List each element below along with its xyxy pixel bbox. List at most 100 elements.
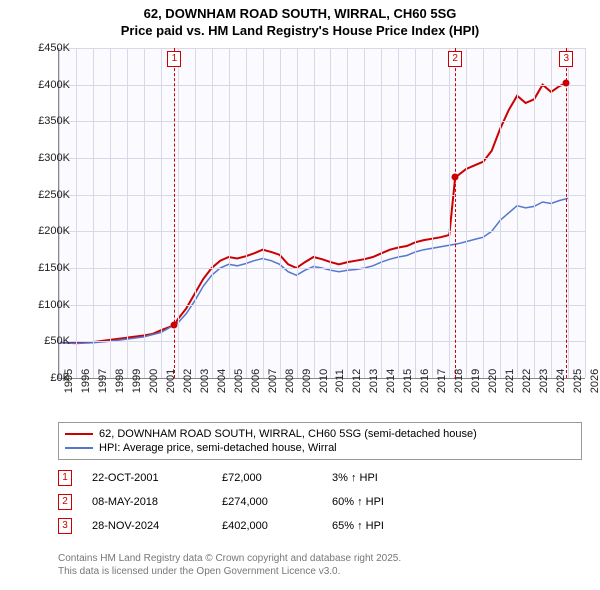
gridline-h xyxy=(59,48,585,49)
sale-price: £274,000 xyxy=(222,496,312,508)
gridline-h xyxy=(59,231,585,232)
gridline-v xyxy=(246,48,247,378)
sale-price: £402,000 xyxy=(222,520,312,532)
legend-swatch xyxy=(65,447,93,449)
gridline-v xyxy=(110,48,111,378)
gridline-v xyxy=(500,48,501,378)
legend-label: HPI: Average price, semi-detached house,… xyxy=(99,442,337,454)
x-axis-label: 2019 xyxy=(470,369,482,393)
attribution-line: This data is licensed under the Open Gov… xyxy=(58,565,582,578)
y-axis-label: £150K xyxy=(20,262,70,274)
gridline-v xyxy=(178,48,179,378)
x-axis-label: 2017 xyxy=(436,369,448,393)
plot-area: 1995199619971998199920002001200220032004… xyxy=(58,48,585,379)
sale-marker-line xyxy=(566,48,567,378)
sale-hpi-delta: 60% ↑ HPI xyxy=(332,496,422,508)
gridline-v xyxy=(364,48,365,378)
attribution: Contains HM Land Registry data © Crown c… xyxy=(58,552,582,578)
x-axis-label: 1996 xyxy=(80,369,92,393)
y-axis-label: £100K xyxy=(20,299,70,311)
legend: 62, DOWNHAM ROAD SOUTH, WIRRAL, CH60 5SG… xyxy=(58,422,582,460)
chart-container: 62, DOWNHAM ROAD SOUTH, WIRRAL, CH60 5SG… xyxy=(0,0,600,590)
x-axis-label: 2002 xyxy=(182,369,194,393)
x-axis-label: 2013 xyxy=(368,369,380,393)
gridline-v xyxy=(76,48,77,378)
gridline-v xyxy=(585,48,586,378)
sale-price: £72,000 xyxy=(222,472,312,484)
gridline-v xyxy=(59,48,60,378)
sale-marker-dot xyxy=(171,322,178,329)
x-axis-label: 2008 xyxy=(284,369,296,393)
title-line-2: Price paid vs. HM Land Registry's House … xyxy=(0,23,600,40)
sale-date: 08-MAY-2018 xyxy=(92,496,202,508)
sale-hpi-delta: 3% ↑ HPI xyxy=(332,472,422,484)
x-axis-label: 1998 xyxy=(114,369,126,393)
x-axis-label: 2026 xyxy=(589,369,600,393)
gridline-v xyxy=(551,48,552,378)
gridline-v xyxy=(398,48,399,378)
sale-detail-row: 1 22-OCT-2001 £72,000 3% ↑ HPI xyxy=(58,466,582,490)
sale-marker-dot xyxy=(563,80,570,87)
y-axis-label: £0K xyxy=(20,372,70,384)
y-axis-label: £300K xyxy=(20,152,70,164)
gridline-v xyxy=(483,48,484,378)
gridline-v xyxy=(466,48,467,378)
line-series-svg xyxy=(59,48,585,378)
sale-date: 28-NOV-2024 xyxy=(92,520,202,532)
x-axis-label: 2000 xyxy=(148,369,160,393)
gridline-v xyxy=(568,48,569,378)
gridline-v xyxy=(229,48,230,378)
gridline-h xyxy=(59,85,585,86)
gridline-v xyxy=(517,48,518,378)
y-axis-label: £350K xyxy=(20,115,70,127)
x-axis-label: 2004 xyxy=(216,369,228,393)
x-axis-label: 2011 xyxy=(334,369,346,393)
gridline-v xyxy=(415,48,416,378)
gridline-h xyxy=(59,341,585,342)
gridline-v xyxy=(212,48,213,378)
sale-marker-dot xyxy=(452,174,459,181)
gridline-v xyxy=(449,48,450,378)
gridline-h xyxy=(59,268,585,269)
x-axis-label: 2006 xyxy=(250,369,262,393)
y-axis-label: £450K xyxy=(20,42,70,54)
legend-label: 62, DOWNHAM ROAD SOUTH, WIRRAL, CH60 5SG… xyxy=(99,428,477,440)
gridline-v xyxy=(93,48,94,378)
gridline-v xyxy=(314,48,315,378)
sale-marker-ref: 1 xyxy=(58,470,72,486)
marker-details-table: 1 22-OCT-2001 £72,000 3% ↑ HPI 2 08-MAY-2018 £… xyxy=(58,466,582,538)
y-axis-label: £400K xyxy=(20,79,70,91)
gridline-v xyxy=(144,48,145,378)
gridline-v xyxy=(280,48,281,378)
sale-detail-row: 3 28-NOV-2024 £402,000 65% ↑ HPI xyxy=(58,514,582,538)
sale-marker-box: 3 xyxy=(559,51,573,67)
gridline-v xyxy=(381,48,382,378)
gridline-h xyxy=(59,158,585,159)
x-axis-label: 2016 xyxy=(419,369,431,393)
sale-date: 22-OCT-2001 xyxy=(92,472,202,484)
sale-marker-ref: 2 xyxy=(58,494,72,510)
gridline-v xyxy=(161,48,162,378)
x-axis-label: 2010 xyxy=(318,369,330,393)
x-axis-label: 2025 xyxy=(572,369,584,393)
gridline-h xyxy=(59,195,585,196)
sale-detail-row: 2 08-MAY-2018 £274,000 60% ↑ HPI xyxy=(58,490,582,514)
x-axis-label: 2012 xyxy=(351,369,363,393)
x-axis-label: 1997 xyxy=(97,369,109,393)
x-axis-label: 2005 xyxy=(233,369,245,393)
gridline-v xyxy=(432,48,433,378)
x-axis-label: 2015 xyxy=(402,369,414,393)
sale-marker-ref: 3 xyxy=(58,518,72,534)
x-axis-label: 1999 xyxy=(131,369,143,393)
x-axis-label: 2014 xyxy=(385,369,397,393)
x-axis-label: 2020 xyxy=(487,369,499,393)
gridline-v xyxy=(347,48,348,378)
gridline-v xyxy=(263,48,264,378)
chart-title: 62, DOWNHAM ROAD SOUTH, WIRRAL, CH60 5SG… xyxy=(0,0,600,40)
legend-swatch xyxy=(65,433,93,435)
sale-marker-box: 1 xyxy=(167,51,181,67)
x-axis-label: 2007 xyxy=(267,369,279,393)
title-line-1: 62, DOWNHAM ROAD SOUTH, WIRRAL, CH60 5SG xyxy=(0,6,600,23)
sale-hpi-delta: 65% ↑ HPI xyxy=(332,520,422,532)
gridline-v xyxy=(127,48,128,378)
